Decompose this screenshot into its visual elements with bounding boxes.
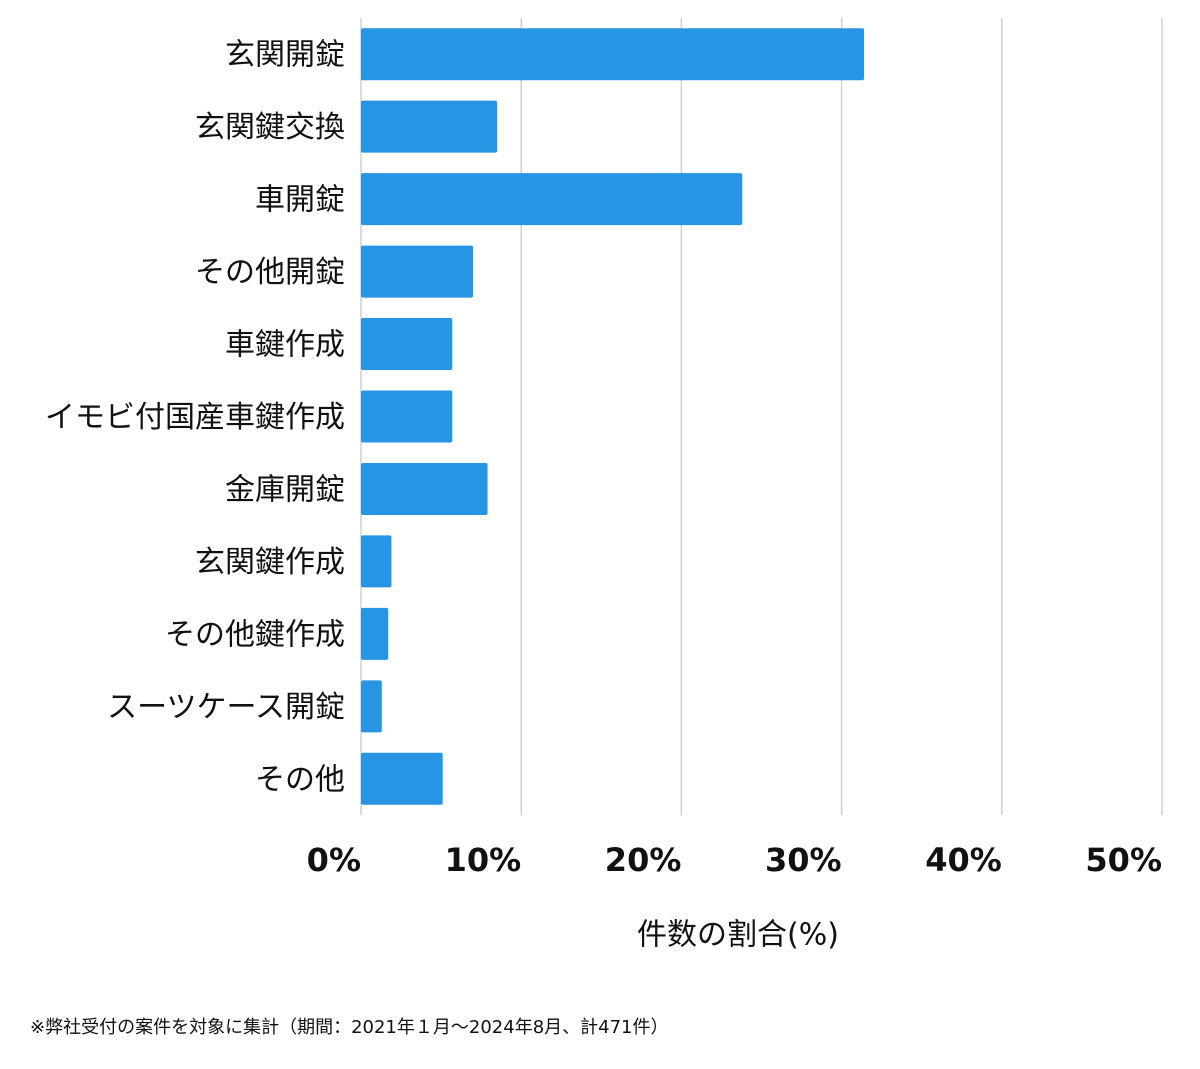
y-tick-label: その他 bbox=[255, 762, 345, 797]
y-tick-label: 玄関鍵作成 bbox=[195, 545, 345, 580]
bar bbox=[361, 390, 453, 443]
bar bbox=[361, 245, 474, 298]
bar bbox=[361, 535, 392, 588]
y-tick-label: 玄関鍵交換 bbox=[195, 110, 345, 145]
bar bbox=[361, 607, 389, 660]
bar bbox=[361, 680, 382, 733]
x-tick-label: 50% bbox=[1085, 841, 1162, 879]
bar bbox=[361, 173, 743, 226]
bar bbox=[361, 28, 865, 81]
x-tick-label: 10% bbox=[445, 841, 522, 879]
x-tick-label: 0% bbox=[307, 841, 361, 879]
x-axis-title: 件数の割合(%) bbox=[637, 918, 839, 953]
y-tick-label: 金庫開錠 bbox=[225, 472, 345, 507]
bar bbox=[361, 100, 498, 153]
bar bbox=[361, 752, 443, 805]
y-tick-label: スーツケース開錠 bbox=[107, 690, 345, 725]
bar bbox=[361, 462, 488, 515]
y-tick-label: 玄関開錠 bbox=[225, 38, 345, 73]
x-tick-label: 30% bbox=[765, 841, 842, 879]
y-tick-label: イモビ付国産車鍵作成 bbox=[45, 400, 345, 435]
x-tick-label: 40% bbox=[925, 841, 1002, 879]
x-tick-label: 20% bbox=[605, 841, 682, 879]
bar bbox=[361, 318, 453, 371]
footnote: ※弊社受付の案件を対象に集計（期間：2021年１月〜2024年8月、計471件） bbox=[30, 1017, 669, 1038]
y-tick-label: その他鍵作成 bbox=[165, 617, 345, 652]
y-tick-label: 車開錠 bbox=[255, 183, 345, 218]
y-tick-label: 車鍵作成 bbox=[225, 328, 345, 363]
y-tick-label: その他開錠 bbox=[195, 255, 345, 290]
